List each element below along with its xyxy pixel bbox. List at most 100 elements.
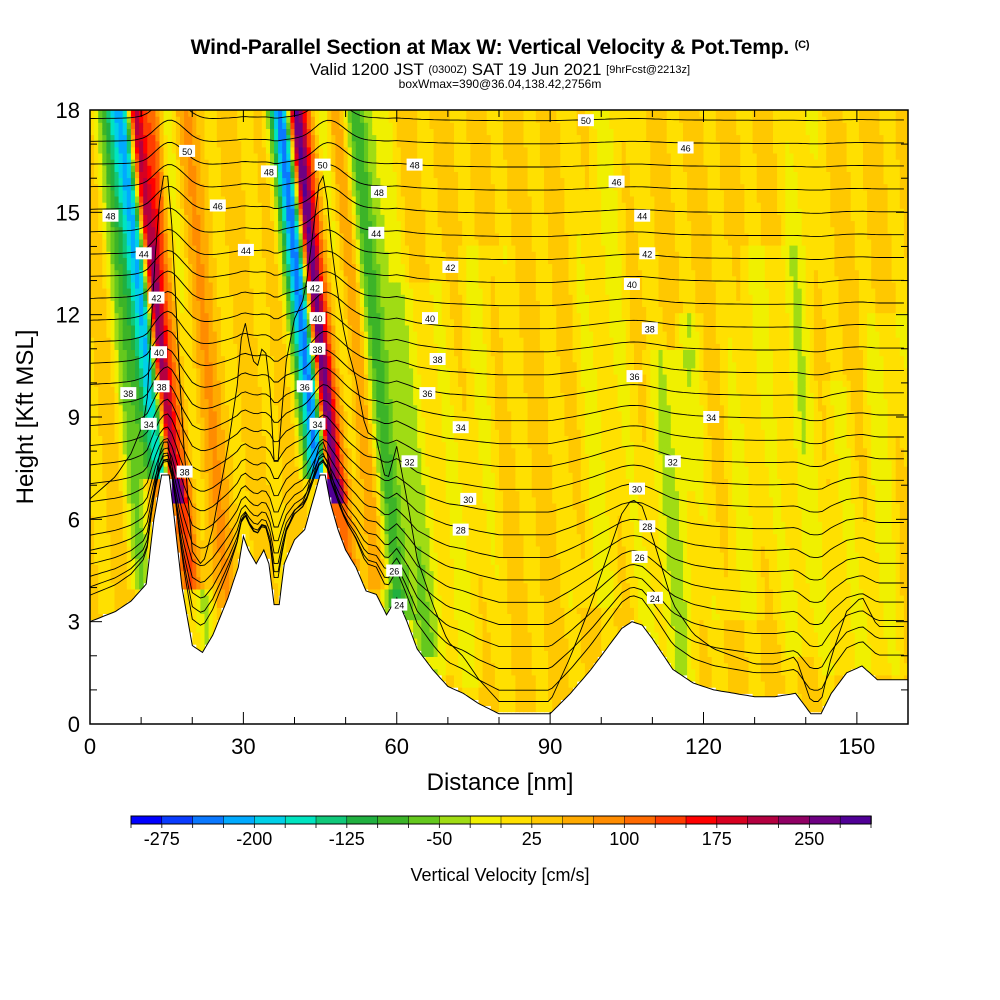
w-cell — [126, 552, 132, 559]
w-cell — [327, 490, 332, 498]
w-cell — [151, 251, 157, 258]
w-cell — [110, 281, 116, 289]
w-cell — [261, 300, 267, 307]
w-cell — [196, 263, 201, 271]
w-cell — [143, 306, 148, 314]
w-cell — [135, 410, 140, 418]
w-cell — [110, 312, 116, 320]
w-cell — [167, 128, 173, 136]
w-cell — [151, 232, 157, 240]
w-cell — [282, 361, 287, 369]
w-cell — [216, 410, 222, 418]
w-cell — [220, 490, 226, 498]
w-cell — [114, 312, 120, 320]
w-cell — [319, 269, 324, 277]
w-cell — [106, 165, 112, 172]
w-cell — [98, 453, 103, 461]
w-cell — [184, 374, 189, 381]
w-cell — [188, 447, 193, 455]
w-cell — [126, 484, 132, 492]
w-cell — [220, 509, 226, 516]
w-cell — [237, 183, 242, 191]
w-cell — [257, 472, 263, 479]
w-cell — [184, 251, 189, 258]
w-cell — [118, 484, 124, 492]
w-cell — [126, 165, 132, 172]
w-cell — [274, 564, 279, 572]
w-cell — [319, 404, 324, 412]
w-cell — [339, 527, 345, 535]
w-cell — [237, 386, 242, 393]
w-cell — [143, 196, 148, 203]
w-cell — [237, 146, 242, 154]
chart-title: Wind-Parallel Section at Max W: Vertical… — [0, 36, 1000, 60]
w-cell — [180, 453, 185, 461]
w-cell — [151, 140, 157, 148]
w-cell — [118, 232, 124, 240]
w-cell — [90, 545, 95, 553]
w-cell — [282, 202, 287, 209]
w-cell — [253, 306, 259, 314]
w-cell — [306, 226, 312, 234]
w-cell — [102, 441, 107, 449]
w-cell — [139, 398, 144, 406]
w-cell — [306, 153, 312, 160]
w-cell — [249, 232, 255, 240]
w-cell — [351, 269, 357, 277]
w-cell — [167, 134, 173, 142]
w-cell — [175, 460, 181, 467]
w-cell — [261, 208, 267, 215]
w-cell — [310, 269, 316, 277]
w-cell — [225, 404, 230, 412]
w-cell — [171, 441, 177, 449]
w-cell — [208, 435, 214, 443]
w-cell — [126, 177, 132, 185]
w-cell — [212, 134, 218, 142]
w-cell — [249, 220, 255, 228]
w-cell — [233, 134, 238, 142]
w-cell — [319, 238, 324, 246]
w-cell — [135, 582, 140, 590]
w-cell — [122, 521, 128, 529]
w-cell — [192, 447, 197, 455]
w-cell — [171, 300, 177, 307]
w-cell — [310, 447, 316, 455]
w-cell — [270, 392, 275, 400]
w-cell — [282, 294, 287, 301]
w-cell — [204, 607, 210, 614]
w-cell — [200, 245, 206, 252]
w-cell — [110, 496, 116, 504]
w-cell — [302, 478, 308, 486]
w-cell — [339, 533, 345, 541]
w-cell — [274, 367, 279, 375]
w-cell — [106, 159, 112, 166]
w-cell — [143, 453, 148, 461]
w-cell — [302, 226, 308, 234]
w-cell — [237, 410, 242, 418]
w-cell — [229, 460, 234, 467]
w-cell — [245, 183, 251, 191]
w-cell — [106, 472, 112, 479]
w-cell — [290, 496, 296, 504]
w-cell — [106, 527, 112, 535]
w-cell — [355, 453, 361, 461]
w-cell — [225, 134, 230, 142]
w-cell — [98, 417, 103, 424]
w-cell — [135, 484, 140, 492]
w-cell — [339, 165, 345, 172]
w-cell — [106, 331, 112, 338]
w-cell — [233, 177, 238, 185]
w-cell — [278, 202, 283, 209]
w-cell — [204, 294, 210, 301]
w-cell — [274, 558, 279, 565]
w-cell — [175, 159, 181, 166]
w-cell — [229, 410, 234, 418]
w-cell — [261, 466, 267, 473]
w-cell — [335, 208, 341, 215]
w-cell — [155, 367, 161, 375]
w-cell — [118, 503, 124, 510]
w-cell — [135, 312, 140, 320]
w-cell — [180, 496, 185, 504]
w-cell — [302, 275, 308, 283]
w-cell — [126, 208, 132, 215]
